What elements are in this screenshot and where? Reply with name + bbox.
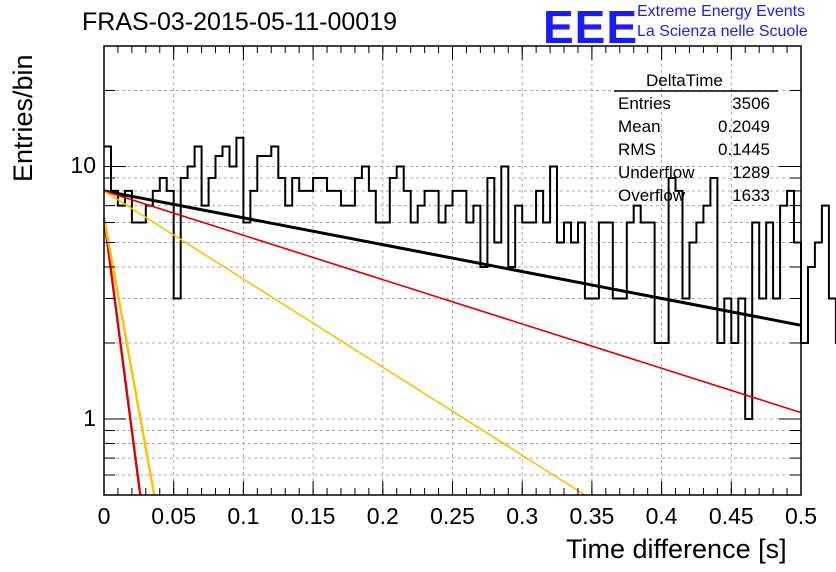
x-tick-label: 0 <box>97 503 111 529</box>
stats-label: Entries <box>618 94 671 113</box>
x-tick-label: 0.3 <box>506 503 539 529</box>
fit-line <box>102 216 156 496</box>
fit-line <box>103 189 802 327</box>
stats-label: Mean <box>618 117 661 136</box>
stats-value: 1633 <box>732 186 770 205</box>
y-tick-label: 10 <box>70 152 96 179</box>
fit-lines <box>102 189 802 496</box>
stats-label: RMS <box>618 140 656 159</box>
x-tick-label: 0.05 <box>151 503 197 529</box>
fit-line <box>103 190 586 496</box>
x-tick-label: 0.15 <box>290 503 336 529</box>
logo-line-1: Extreme Energy Events <box>637 3 806 20</box>
axis-ticks <box>103 46 802 495</box>
stats-value: 3506 <box>732 94 770 113</box>
fit-line <box>103 190 802 414</box>
x-tick-label: 0.45 <box>708 503 754 529</box>
chart-title: FRAS-03-2015-05-11-00019 <box>82 8 398 36</box>
stats-label: Overflow <box>618 186 686 205</box>
y-axis-label: Entries/bin <box>8 54 38 182</box>
histogram-series <box>104 136 836 420</box>
stats-title: DeltaTime <box>646 71 723 90</box>
stats-value: 1289 <box>732 163 770 182</box>
stats-label: Underflow <box>618 163 695 182</box>
logo-line-2: La Scienza nelle Scuole <box>637 23 808 40</box>
x-tick-label: 0.25 <box>430 503 475 529</box>
stats-value: 0.2049 <box>718 117 770 136</box>
y-tick-label: 1 <box>83 404 96 431</box>
x-tick-label: 0.4 <box>645 503 678 529</box>
x-axis-label: Time difference [s] <box>566 534 787 564</box>
x-tick-label: 0.35 <box>569 503 615 529</box>
fit-line <box>102 216 142 496</box>
x-tick-label: 0.1 <box>227 503 260 529</box>
x-tick-label: 0.5 <box>785 503 817 529</box>
histogram-outline <box>104 136 836 420</box>
grid-lines <box>104 46 801 495</box>
stats-value: 0.1445 <box>718 140 770 159</box>
x-tick-label: 0.2 <box>366 503 399 529</box>
eee-logo: EEE <box>543 1 639 53</box>
